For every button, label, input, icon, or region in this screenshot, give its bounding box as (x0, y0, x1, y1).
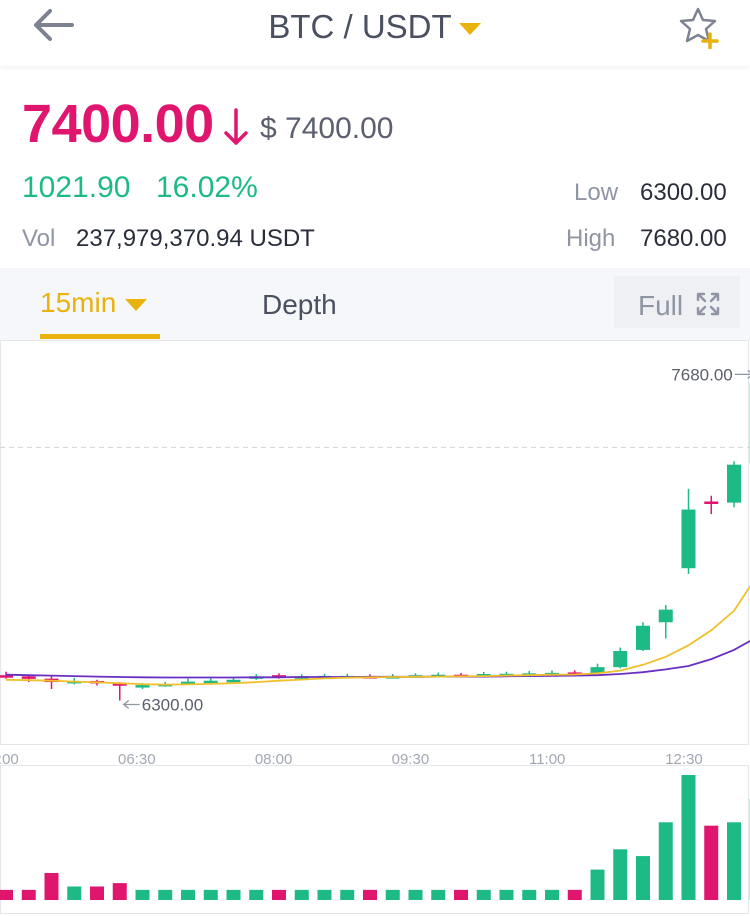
pair-title: BTC / USDT (268, 8, 452, 45)
volume-bar (454, 889, 468, 900)
min-price-arrow (122, 699, 140, 709)
candle-body (727, 464, 741, 503)
candle-body (0, 675, 13, 678)
high-label: High (566, 225, 616, 252)
max-price-label: 7680.00 (671, 365, 732, 384)
last-price: 7400.00 (22, 94, 214, 154)
candle-body (590, 667, 605, 674)
x-axis-tick-label: 09:30 (392, 751, 430, 768)
volume-bar (272, 889, 286, 900)
volume-label: Vol (22, 225, 56, 252)
price-change-absolute: 1021.90 (22, 171, 131, 204)
volume-bar (522, 889, 537, 900)
x-axis-tick-label: 05:00 (0, 751, 19, 768)
volume-bar (181, 889, 195, 900)
tab-depth[interactable]: Depth (262, 289, 337, 320)
caret-down-icon (125, 298, 148, 311)
x-axis-tick-label: 11:00 (529, 751, 565, 768)
volume-bar (476, 889, 491, 900)
x-axis-tick-label: 12:30 (665, 751, 703, 768)
usd-price: $ 7400.00 (260, 112, 394, 145)
min-price-label: 6300.00 (142, 695, 203, 714)
kline-chart-svg: 7680.00 6300.00 05:00 06:30 08:00 09:30 11:00 1… (0, 340, 750, 914)
arrow-down-icon (224, 108, 248, 145)
top-bar: BTC / USDT (0, 0, 750, 66)
pair-selector[interactable]: BTC / USDT (0, 8, 750, 46)
expand-icon (696, 292, 720, 316)
volume-bar (340, 889, 355, 900)
volume-bar (681, 775, 696, 900)
volume-bar (704, 825, 719, 900)
volume-bar (363, 889, 377, 900)
volume-bar (499, 889, 514, 900)
caret-down-icon (458, 23, 481, 36)
volume-bar (590, 869, 605, 900)
active-tab-indicator (40, 334, 160, 339)
tab-interval-label: 15min (40, 287, 117, 318)
volume-bar (294, 889, 309, 900)
candle-body (658, 609, 673, 623)
candle-body (613, 651, 628, 668)
low-label: Low (574, 179, 619, 206)
kline-chart[interactable]: 7680.00 6300.00 05:00 06:30 08:00 09:30 11:00 1… (0, 340, 750, 916)
fullscreen-label: Full (638, 290, 684, 321)
volume-bar (0, 889, 13, 900)
volume-bar (317, 889, 332, 900)
volume-bar (135, 889, 150, 900)
volume-bar (249, 889, 264, 900)
star-plus-icon[interactable] (678, 5, 722, 49)
volume-value: 237,979,370.94 USDT (76, 225, 315, 252)
volume-bar (567, 889, 582, 900)
candle-body (135, 685, 150, 688)
volume-bar (226, 889, 241, 900)
volume-bar (431, 889, 446, 900)
candle-body (226, 679, 241, 683)
volume-bar (727, 822, 741, 900)
volume-bar (658, 822, 673, 900)
candle-body (681, 509, 696, 569)
volume-bar (636, 856, 650, 900)
volume-bar (112, 883, 127, 900)
tab-interval[interactable]: 15min (40, 287, 148, 319)
low-value: 6300.00 (640, 179, 727, 206)
volume-bar (44, 872, 59, 900)
high-value: 7680.00 (640, 225, 727, 252)
volume-bar (385, 889, 400, 900)
price-change-percent: 16.02% (156, 171, 258, 204)
candle-body (21, 676, 36, 679)
candle-body (181, 681, 195, 685)
chart-tab-bar: 15min Depth Full (0, 268, 750, 340)
candle-body (112, 683, 127, 686)
volume-bar (203, 889, 218, 900)
arrow-left-icon[interactable] (28, 4, 78, 46)
volume-bar (21, 889, 36, 900)
fullscreen-button[interactable]: Full (614, 276, 740, 328)
candle-body (704, 501, 719, 504)
volume-bar (67, 886, 82, 900)
candle-body (203, 680, 218, 684)
volume-bar (158, 889, 173, 900)
volume-bar (613, 849, 628, 900)
price-pane (0, 340, 749, 745)
volume-bar (90, 886, 104, 900)
x-axis-tick-label: 06:30 (118, 751, 156, 768)
candle-body (636, 625, 650, 650)
ma-short-line (5, 584, 750, 686)
x-axis-tick-label: 08:00 (255, 751, 293, 768)
volume-bar (545, 889, 559, 900)
volume-bar (408, 889, 423, 900)
